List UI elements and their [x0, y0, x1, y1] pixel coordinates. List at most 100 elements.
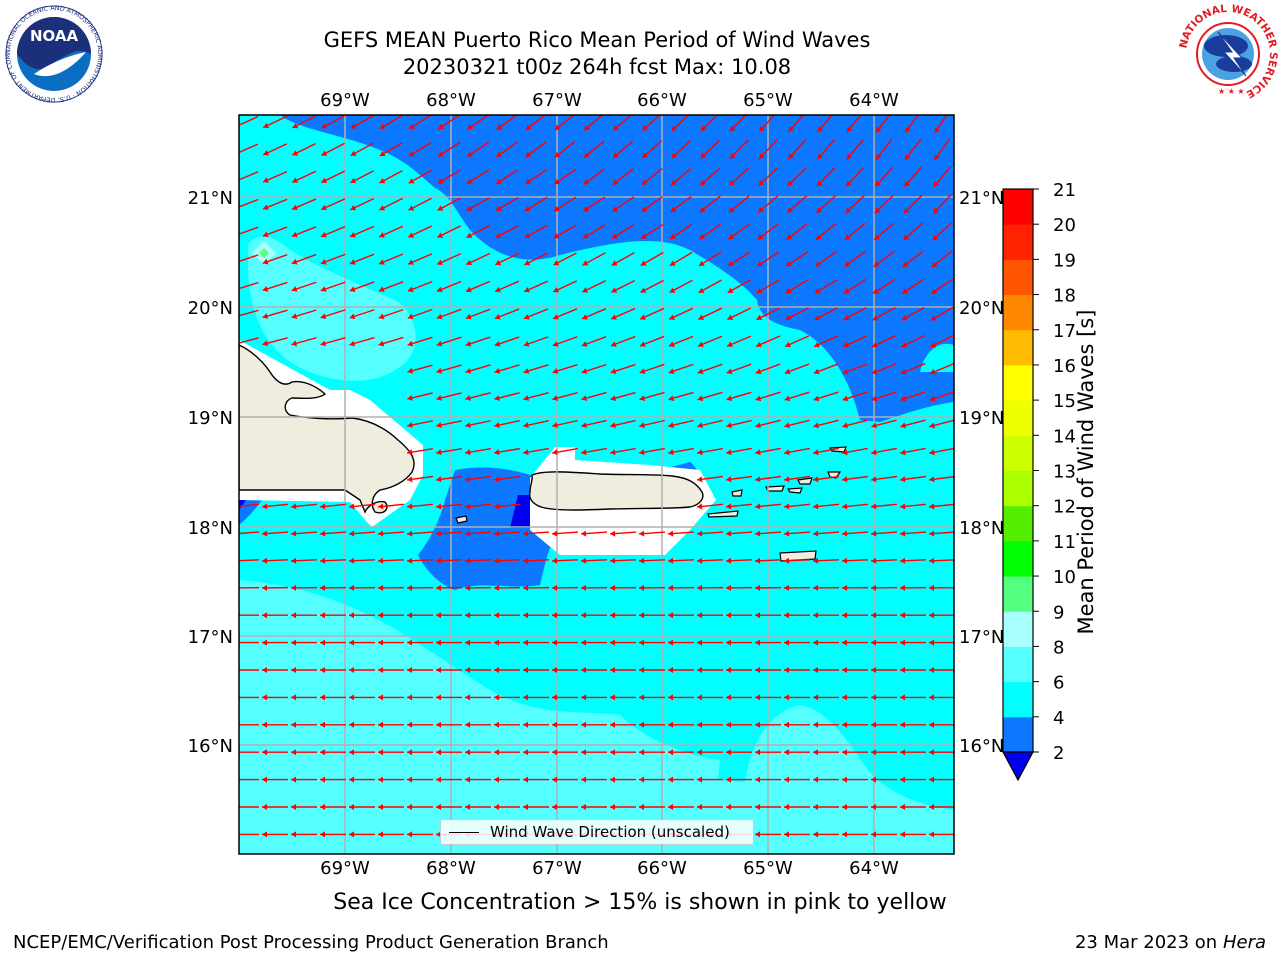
wind-wave-arrow: [496, 115, 518, 131]
wind-wave-arrow: [437, 115, 461, 130]
wind-wave-arrow: [406, 503, 434, 510]
hispaniola-land: [239, 344, 415, 514]
wind-wave-arrow: [929, 391, 954, 402]
wind-wave-arrow: [729, 139, 749, 160]
wind-wave-arrow: [494, 694, 520, 701]
wind-wave-arrow: [494, 447, 520, 456]
lat-label-right: 18°N: [959, 518, 1004, 539]
wind-wave-arrow: [667, 557, 695, 564]
period-fill-6-8-north: [248, 236, 416, 381]
wind-wave-arrow: [668, 363, 694, 375]
wind-wave-arrow: [465, 308, 491, 320]
wind-wave-arrow: [378, 721, 404, 728]
wind-wave-arrow: [320, 253, 346, 265]
wind-wave-arrow: [523, 612, 549, 619]
wind-wave-arrow: [523, 447, 549, 456]
wind-wave-arrow: [523, 308, 549, 320]
wind-wave-arrow: [814, 279, 838, 294]
wind-wave-arrow: [842, 363, 868, 375]
wind-wave-arrow: [407, 308, 433, 320]
wind-wave-arrow: [406, 530, 434, 537]
wind-wave-arrow: [842, 475, 868, 483]
wind-wave-arrow: [928, 530, 954, 537]
lon-label-bottom: 68°W: [426, 858, 476, 879]
wind-wave-arrow: [291, 309, 317, 320]
wind-wave-arrow: [814, 250, 838, 268]
wind-wave-arrow: [494, 252, 520, 266]
wind-wave-arrow: [900, 639, 926, 646]
wind-wave-arrow: [758, 167, 778, 187]
colorbar-tick-label: 18: [1053, 286, 1076, 307]
wind-wave-arrow: [464, 503, 492, 510]
wind-wave-arrow: [523, 721, 549, 728]
wind-wave-arrow: [320, 225, 346, 238]
wind-wave-arrow: [755, 391, 781, 402]
wind-wave-arrow: [669, 279, 693, 294]
wind-wave-arrow: [290, 584, 318, 591]
wind-wave-arrow: [813, 721, 839, 728]
colorbar-tick-label: 2: [1053, 743, 1064, 764]
wind-wave-arrow: [871, 694, 897, 701]
footer-credit: NCEP/EMC/Verification Post Processing Pr…: [13, 932, 609, 953]
wind-wave-arrow: [583, 140, 605, 159]
wind-wave-arrow: [726, 694, 752, 701]
wind-wave-arrow: [493, 530, 521, 537]
wind-wave-arrow: [348, 557, 376, 564]
wind-wave-arrow: [319, 530, 347, 537]
lon-label-bottom: 64°W: [849, 858, 899, 879]
wind-wave-arrow: [610, 804, 636, 810]
wind-wave-arrow: [931, 250, 953, 268]
wind-wave-arrow: [784, 831, 810, 838]
wind-wave-arrow: [700, 139, 720, 159]
lat-label-right: 19°N: [959, 408, 1004, 429]
wind-wave-arrow: [639, 749, 665, 756]
wind-wave-arrow: [846, 138, 864, 160]
wind-wave-arrow: [842, 667, 868, 673]
wind-wave-arrow: [239, 641, 259, 644]
wind-wave-arrow: [291, 667, 317, 673]
wind-wave-arrow: [813, 694, 839, 701]
wind-wave-arrow: [755, 639, 781, 646]
wind-wave-arrow: [726, 804, 752, 810]
colorbar-tick-label: 19: [1053, 250, 1076, 271]
wind-wave-arrow: [611, 279, 635, 293]
wind-wave-arrow: [755, 831, 781, 838]
wind-wave-arrow: [407, 721, 433, 728]
wind-wave-arrow: [902, 222, 924, 241]
wind-wave-arrow: [697, 335, 723, 348]
wind-wave-arrow: [349, 804, 375, 810]
wind-wave-arrow: [638, 530, 666, 537]
wind-wave-arrow: [581, 667, 607, 673]
wind-wave-arrow: [349, 612, 375, 619]
wind-wave-arrow: [581, 612, 607, 619]
wind-wave-arrow: [436, 253, 462, 266]
wind-wave-arrow: [583, 168, 605, 186]
wind-wave-arrow: [349, 253, 375, 265]
wind-wave-arrow: [785, 279, 809, 294]
wind-wave-arrow: [378, 612, 404, 619]
colorbar-tick-label: 10: [1053, 567, 1076, 588]
wind-wave-arrow: [929, 776, 954, 783]
wind-wave-arrow: [639, 419, 665, 429]
wind-wave-arrow: [871, 721, 897, 728]
wind-wave-arrow: [668, 612, 694, 619]
wind-wave-arrow: [903, 194, 923, 214]
wind-wave-arrow: [435, 557, 463, 564]
wind-wave-arrow: [929, 362, 954, 375]
wind-wave-arrow: [843, 306, 867, 321]
wind-wave-arrow: [466, 115, 490, 130]
wind-wave-arrow: [465, 475, 491, 483]
wind-wave-arrow: [239, 778, 259, 781]
wind-wave-arrow: [900, 776, 926, 783]
wind-wave-arrow: [349, 309, 375, 320]
wind-wave-arrow: [524, 224, 548, 239]
wind-wave-arrow: [928, 503, 954, 510]
wind-wave-arrow: [262, 776, 288, 783]
wind-wave-arrow: [551, 557, 579, 564]
wind-wave-arrow: [813, 447, 839, 456]
wind-wave-arrow: [291, 639, 317, 646]
lat-label-left: 21°N: [188, 188, 233, 209]
wind-wave-arrow: [495, 169, 519, 185]
colorbar-tick-label: 13: [1053, 462, 1076, 483]
wind-wave-arrow: [552, 749, 578, 756]
